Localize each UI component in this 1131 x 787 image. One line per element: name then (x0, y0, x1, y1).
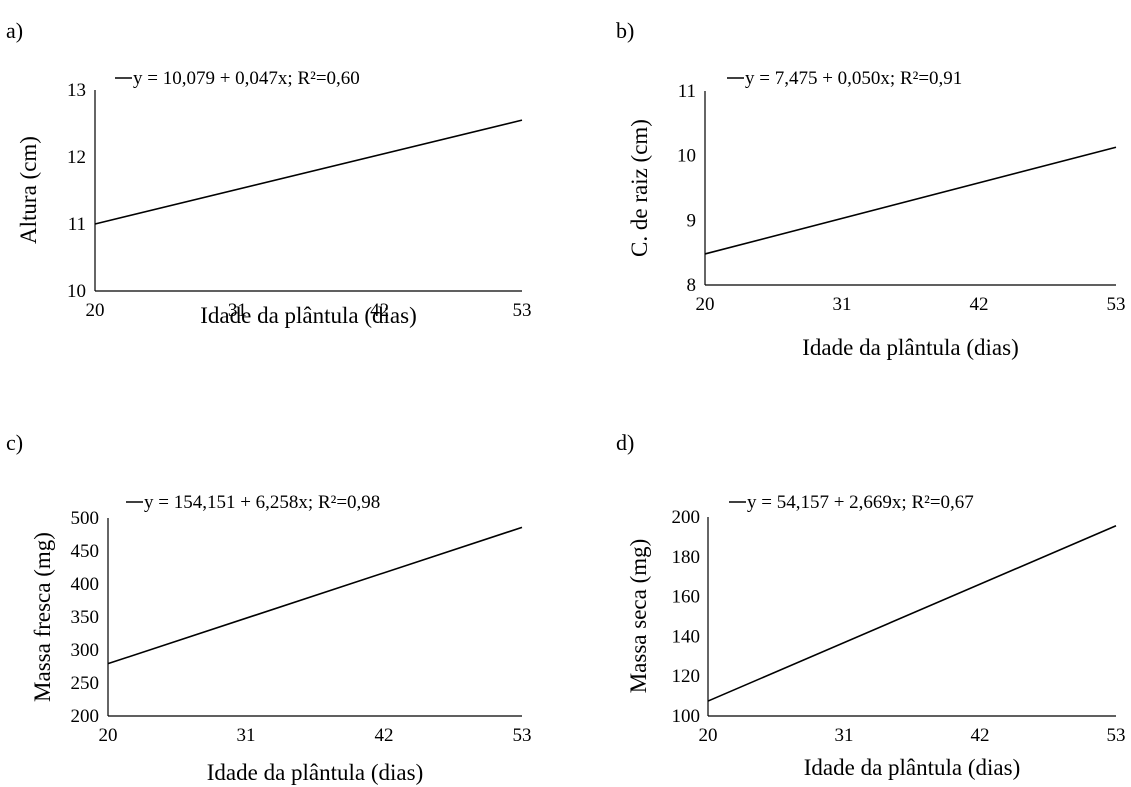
y-tick-label: 12 (67, 147, 86, 168)
legend-label: y = 54,157 + 2,669x; R²=0,67 (747, 492, 974, 513)
x-tick-label: 53 (513, 725, 532, 746)
y-tick-label: 160 (672, 587, 701, 608)
series-line (107, 526, 523, 665)
panel-a: a) 10 11 12 13 20 31 42 53 Idade da plântula (di… (0, 0, 565, 390)
legend-label: y = 7,475 + 0,050x; R²=0,91 (745, 68, 962, 89)
y-tick-label: 10 (67, 281, 86, 302)
panel-label-b: b) (616, 18, 635, 43)
y-tick-label: 350 (71, 607, 100, 628)
x-tick-label: 20 (86, 300, 105, 321)
y-tick-label: 500 (71, 508, 100, 529)
x-tick-label: 42 (970, 294, 989, 315)
panel-label-c: c) (6, 430, 24, 455)
series-line (704, 146, 1117, 255)
y-tick-label: 9 (687, 210, 697, 231)
y-axis-title: Massa seca (mg) (626, 539, 651, 694)
y-tick-label: 200 (672, 507, 701, 528)
x-tick-label: 20 (99, 725, 118, 746)
x-tick-label: 31 (835, 725, 854, 746)
y-axis-title: Altura (cm) (16, 136, 41, 244)
y-tick-label: 200 (71, 706, 100, 727)
panel-c: c) 200 250 300 350 400 450 500 20 31 42 53 Idade da… (0, 390, 565, 787)
chart-c: 200 250 300 350 400 450 500 20 31 42 53 Idade da pl… (30, 492, 532, 785)
y-axis-title: C. de raiz (cm) (627, 119, 652, 257)
panel-d: d) 100 120 140 160 180 200 20 31 42 53 Idade da pl… (565, 390, 1131, 787)
x-tick-label: 20 (696, 294, 715, 315)
series-line (94, 119, 523, 225)
panel-b: b) 8 9 10 11 20 31 42 53 Idade da plântula (dias… (565, 0, 1131, 390)
y-tick-label: 8 (687, 275, 697, 296)
y-tick-label: 300 (71, 640, 100, 661)
x-tick-label: 42 (971, 725, 990, 746)
chart-b: 8 9 10 11 20 31 42 53 Idade da plântula (dias) C.… (627, 68, 1126, 360)
series-line (707, 525, 1117, 702)
y-tick-label: 140 (672, 626, 701, 647)
y-tick-label: 13 (67, 80, 86, 101)
panel-label-d: d) (616, 430, 635, 455)
y-tick-label: 11 (678, 81, 696, 102)
x-tick-label: 53 (1107, 725, 1126, 746)
y-axis-title: Massa fresca (mg) (30, 532, 55, 702)
legend-label: y = 10,079 + 0,047x; R²=0,60 (133, 68, 360, 89)
x-tick-label: 31 (833, 294, 852, 315)
legend-label: y = 154,151 + 6,258x; R²=0,98 (144, 492, 380, 513)
x-tick-label: 53 (513, 300, 532, 321)
y-tick-label: 450 (71, 541, 100, 562)
x-tick-label: 42 (370, 300, 389, 321)
x-axis-title: Idade da plântula (dias) (802, 335, 1019, 360)
y-tick-label: 120 (672, 666, 701, 687)
chart-d: 100 120 140 160 180 200 20 31 42 53 Idade da plânt… (626, 492, 1126, 780)
x-tick-label: 42 (375, 725, 394, 746)
y-tick-label: 400 (71, 574, 100, 595)
panel-label-a: a) (6, 18, 24, 43)
y-tick-label: 10 (677, 146, 696, 167)
x-tick-label: 20 (699, 725, 718, 746)
x-axis-title: Idade da plântula (dias) (804, 755, 1021, 780)
x-tick-label: 31 (228, 300, 247, 321)
y-tick-label: 180 (672, 547, 701, 568)
chart-a: 10 11 12 13 20 31 42 53 Idade da plântula (dias)… (16, 68, 532, 328)
y-tick-label: 250 (71, 673, 100, 694)
x-tick-label: 31 (237, 725, 256, 746)
x-axis-title: Idade da plântula (dias) (207, 760, 424, 785)
y-tick-label: 100 (672, 706, 701, 727)
y-tick-label: 11 (68, 214, 86, 235)
x-tick-label: 53 (1107, 294, 1126, 315)
x-axis-title: Idade da plântula (dias) (200, 303, 417, 328)
